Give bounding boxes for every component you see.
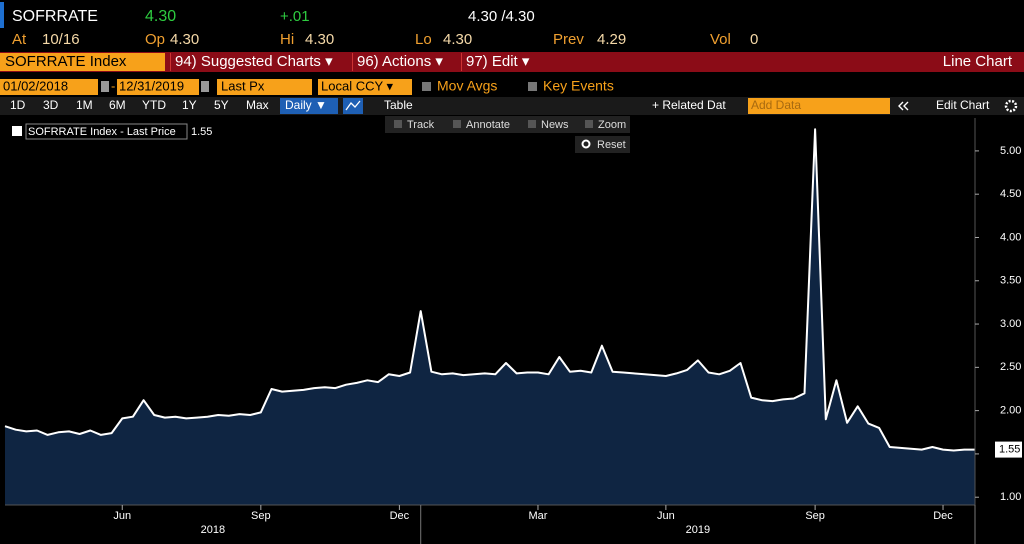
y-tick-label: 4.50: [1000, 188, 1021, 200]
security[interactable]: SOFRRATE Index: [5, 53, 127, 70]
y-tick-label: 4.00: [1000, 231, 1021, 243]
tool-icon: [528, 120, 536, 128]
chart-type: Line Chart: [943, 53, 1013, 70]
stat-label: Vol: [710, 31, 731, 48]
menu[interactable]: 94) Suggested Charts ▾: [175, 53, 333, 70]
table-button[interactable]: Table: [384, 98, 413, 112]
frequency[interactable]: Daily ▼: [285, 98, 327, 112]
y-tick-label: 5.00: [1000, 145, 1021, 157]
stat-value: 10/16: [42, 31, 80, 48]
range-button[interactable]: 1M: [76, 98, 93, 112]
range-button[interactable]: 5Y: [214, 98, 229, 112]
date-box: [117, 79, 199, 95]
chart-tool[interactable]: Zoom: [598, 119, 626, 131]
reset-button[interactable]: Reset: [597, 139, 626, 151]
tool-icon: [394, 120, 402, 128]
x-tick-label: Sep: [805, 510, 825, 522]
stat-label: Op: [145, 31, 165, 48]
year-label: 2019: [686, 524, 710, 536]
range-button[interactable]: 6M: [109, 98, 126, 112]
calendar-icon: [101, 81, 109, 92]
calendar-icon: [201, 81, 209, 92]
stat-label: Lo: [415, 31, 432, 48]
legend-value: 1.55: [191, 126, 212, 138]
stat-label: Hi: [280, 31, 294, 48]
line: [4, 128, 975, 452]
y-tick-label: 2.50: [1000, 361, 1021, 373]
menu-divider: [352, 53, 353, 71]
menu-divider: [461, 53, 462, 71]
stat-value: 4.30: [170, 31, 199, 48]
y-tick-label: 3.00: [1000, 318, 1021, 330]
y-tick-label: 1.00: [1000, 491, 1021, 503]
edit-chart[interactable]: Edit Chart: [936, 98, 990, 112]
x-tick-label: Jun: [113, 510, 131, 522]
legend-label[interactable]: SOFRRATE Index - Last Price: [28, 126, 176, 138]
stat-value: 4.29: [597, 31, 626, 48]
related-data[interactable]: + Related Dat: [652, 98, 726, 112]
range-button[interactable]: 3D: [43, 98, 59, 112]
stat-label: Prev: [553, 31, 584, 48]
range-button[interactable]: 1D: [10, 98, 26, 112]
y-tick-label: 3.50: [1000, 275, 1021, 287]
last-price: 4.30: [145, 8, 176, 25]
currency[interactable]: Local CCY ▾: [321, 78, 394, 93]
end-date[interactable]: 12/31/2019: [119, 78, 184, 93]
range-button[interactable]: YTD: [142, 98, 166, 112]
stat-label: At: [12, 31, 27, 48]
toggle[interactable]: Mov Avgs: [437, 78, 497, 94]
x-tick-label: Sep: [251, 510, 271, 522]
x-tick-label: Jun: [657, 510, 675, 522]
menu[interactable]: 96) Actions ▾: [357, 53, 443, 70]
year-label: 2018: [201, 524, 225, 536]
stat-value: 4.30: [305, 31, 334, 48]
chart-icon: [345, 100, 361, 111]
menu-divider: [170, 53, 171, 71]
collapse-icon[interactable]: [898, 101, 909, 111]
area: [5, 129, 975, 506]
legend-swatch: [12, 126, 22, 136]
tool-icon: [453, 120, 461, 128]
y-tick-label: 2.00: [1000, 405, 1021, 417]
settings-icon[interactable]: [1004, 99, 1018, 113]
legend-box: [25, 123, 188, 140]
currency-box: [318, 79, 412, 95]
last-value-box: [995, 441, 1022, 458]
range-button[interactable]: 1Y: [182, 98, 197, 112]
x-tick-label: Dec: [933, 510, 953, 522]
toggle[interactable]: Key Events: [543, 78, 614, 94]
range-button[interactable]: Max: [246, 98, 269, 112]
add-data[interactable]: Add Data: [751, 98, 801, 112]
menu[interactable]: 97) Edit ▾: [466, 53, 530, 70]
ticker: SOFRRATE: [12, 8, 98, 25]
field-box: [217, 79, 312, 95]
field[interactable]: Last Px: [221, 78, 265, 93]
change: +.01: [280, 8, 310, 25]
x-tick-label: Dec: [390, 510, 410, 522]
date-box: [0, 79, 98, 95]
checkbox: [528, 82, 537, 91]
add-data-box: [748, 98, 890, 114]
chart-tool[interactable]: News: [541, 119, 569, 131]
start-date[interactable]: 01/02/2018: [3, 78, 68, 93]
x-tick-label: Mar: [528, 510, 547, 522]
toolbar: [0, 52, 1024, 72]
chart-icon-box: [343, 98, 363, 114]
reset-box: [575, 136, 630, 153]
reset-icon: [581, 139, 591, 149]
security-box: [0, 53, 165, 71]
stat-value: 0: [750, 31, 758, 48]
frequency-box: [280, 98, 338, 114]
stat-value: 4.30: [443, 31, 472, 48]
chart-tool[interactable]: Annotate: [466, 119, 510, 131]
chart-tool[interactable]: Track: [407, 119, 435, 131]
tool-icon: [585, 120, 593, 128]
bid-ask: 4.30 /4.30: [468, 8, 535, 25]
date-separator: -: [111, 78, 115, 93]
chart-tools-bar: [385, 116, 630, 133]
last-value-label: 1.55: [999, 443, 1020, 455]
quote-marker: [0, 2, 4, 28]
checkbox: [422, 82, 431, 91]
